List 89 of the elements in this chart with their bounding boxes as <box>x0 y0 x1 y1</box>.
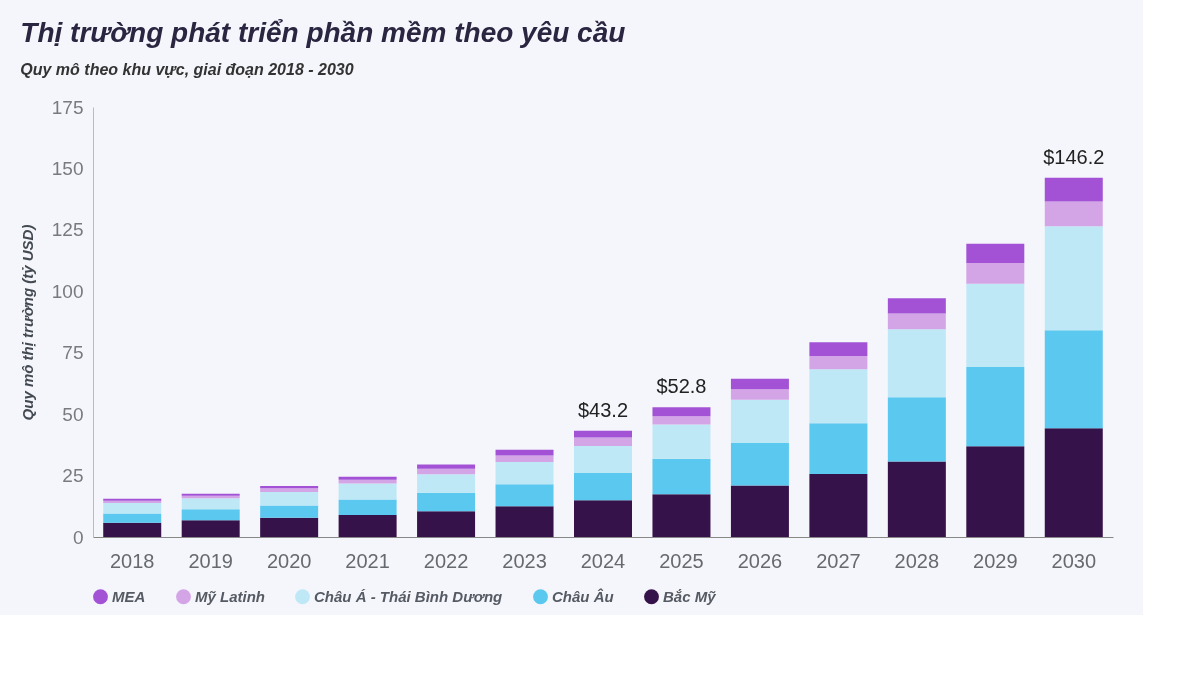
bar <box>809 342 868 356</box>
y-tick-label: 100 <box>51 280 84 302</box>
bar <box>260 505 319 518</box>
bar <box>652 458 711 495</box>
bar <box>574 473 632 501</box>
bar <box>887 313 946 330</box>
chart-subtitle: Quy mô theo khu vực, giai đoạn 2018 - 2030 <box>20 61 354 78</box>
x-tick-label: 2018 <box>109 549 155 572</box>
bar <box>338 476 397 480</box>
bar <box>103 513 162 523</box>
bar <box>730 378 789 390</box>
bar <box>966 263 1025 284</box>
bar <box>417 492 476 512</box>
x-tick-label: 2027 <box>816 549 861 572</box>
bar <box>887 329 946 398</box>
bar <box>1044 226 1103 331</box>
bar <box>495 462 554 485</box>
bar <box>495 455 554 463</box>
legend-label: Bắc Mỹ <box>663 587 717 605</box>
bar <box>260 492 319 506</box>
x-tick-label: 2030 <box>1051 549 1097 572</box>
bar <box>1044 201 1103 227</box>
bar <box>652 424 711 459</box>
y-tick-label: 125 <box>51 219 84 241</box>
bar <box>495 506 554 537</box>
x-tick-label: 2019 <box>188 549 233 572</box>
total-label: $52.8 <box>656 375 707 398</box>
x-tick-label: 2022 <box>423 549 469 572</box>
x-tick-label: 2020 <box>266 549 312 572</box>
bar <box>809 474 868 537</box>
x-tick-label: 2024 <box>580 549 626 572</box>
bar <box>417 464 476 469</box>
bar <box>966 243 1025 264</box>
bar <box>574 446 632 474</box>
y-tick-label: 0 <box>72 526 84 548</box>
bar <box>260 488 319 493</box>
x-tick-label: 2025 <box>659 549 704 572</box>
bar <box>103 503 162 514</box>
bar <box>338 514 397 537</box>
bar <box>181 520 240 537</box>
bar <box>730 399 789 443</box>
legend-label: Châu Âu <box>552 587 614 605</box>
x-tick-label: 2021 <box>345 549 390 572</box>
y-tick-label: 150 <box>51 157 84 179</box>
bar <box>730 442 789 486</box>
bar <box>652 494 711 537</box>
bar <box>1044 428 1103 537</box>
bar <box>1044 330 1103 429</box>
bar <box>966 283 1025 367</box>
x-tick-label: 2028 <box>894 549 940 572</box>
bar <box>260 517 319 537</box>
bar <box>730 485 789 537</box>
chart-title: Thị trường phát triển phần mềm theo yêu cầu <box>20 17 626 48</box>
total-label: $146.2 <box>1043 145 1105 168</box>
y-tick-label: 175 <box>51 96 84 118</box>
legend-label: Mỹ Latinh <box>195 587 265 605</box>
x-tick-label: 2029 <box>973 549 1018 572</box>
bar <box>966 366 1025 447</box>
bar <box>574 500 632 537</box>
bar <box>338 483 397 500</box>
bar <box>887 461 946 537</box>
total-label: $43.2 <box>577 398 629 421</box>
x-tick-label: 2023 <box>502 549 547 572</box>
legend-label: MEA <box>112 587 146 605</box>
bar <box>103 522 162 537</box>
bar <box>1044 177 1103 202</box>
bar <box>809 355 868 370</box>
bar <box>887 397 946 462</box>
bar <box>181 509 240 521</box>
bar <box>809 423 868 475</box>
y-tick-label: 25 <box>62 465 84 487</box>
bar <box>181 498 240 510</box>
bar <box>495 484 554 507</box>
bar <box>809 369 868 424</box>
x-tick-label: 2026 <box>737 549 783 572</box>
bar <box>887 298 946 314</box>
bar <box>652 416 711 425</box>
bar <box>652 407 711 417</box>
y-tick-label: 50 <box>62 403 84 425</box>
bar <box>417 511 476 537</box>
bar <box>966 446 1025 537</box>
bar <box>574 430 632 438</box>
bar <box>417 474 476 493</box>
bar <box>730 389 789 400</box>
y-tick-label: 75 <box>62 342 84 364</box>
bar <box>574 437 632 447</box>
y-axis-title: Quy mô thị trường (tỷ USD) <box>18 224 36 421</box>
legend-label: Châu Á - Thái Bình Dương <box>314 587 503 605</box>
bar <box>338 499 397 515</box>
